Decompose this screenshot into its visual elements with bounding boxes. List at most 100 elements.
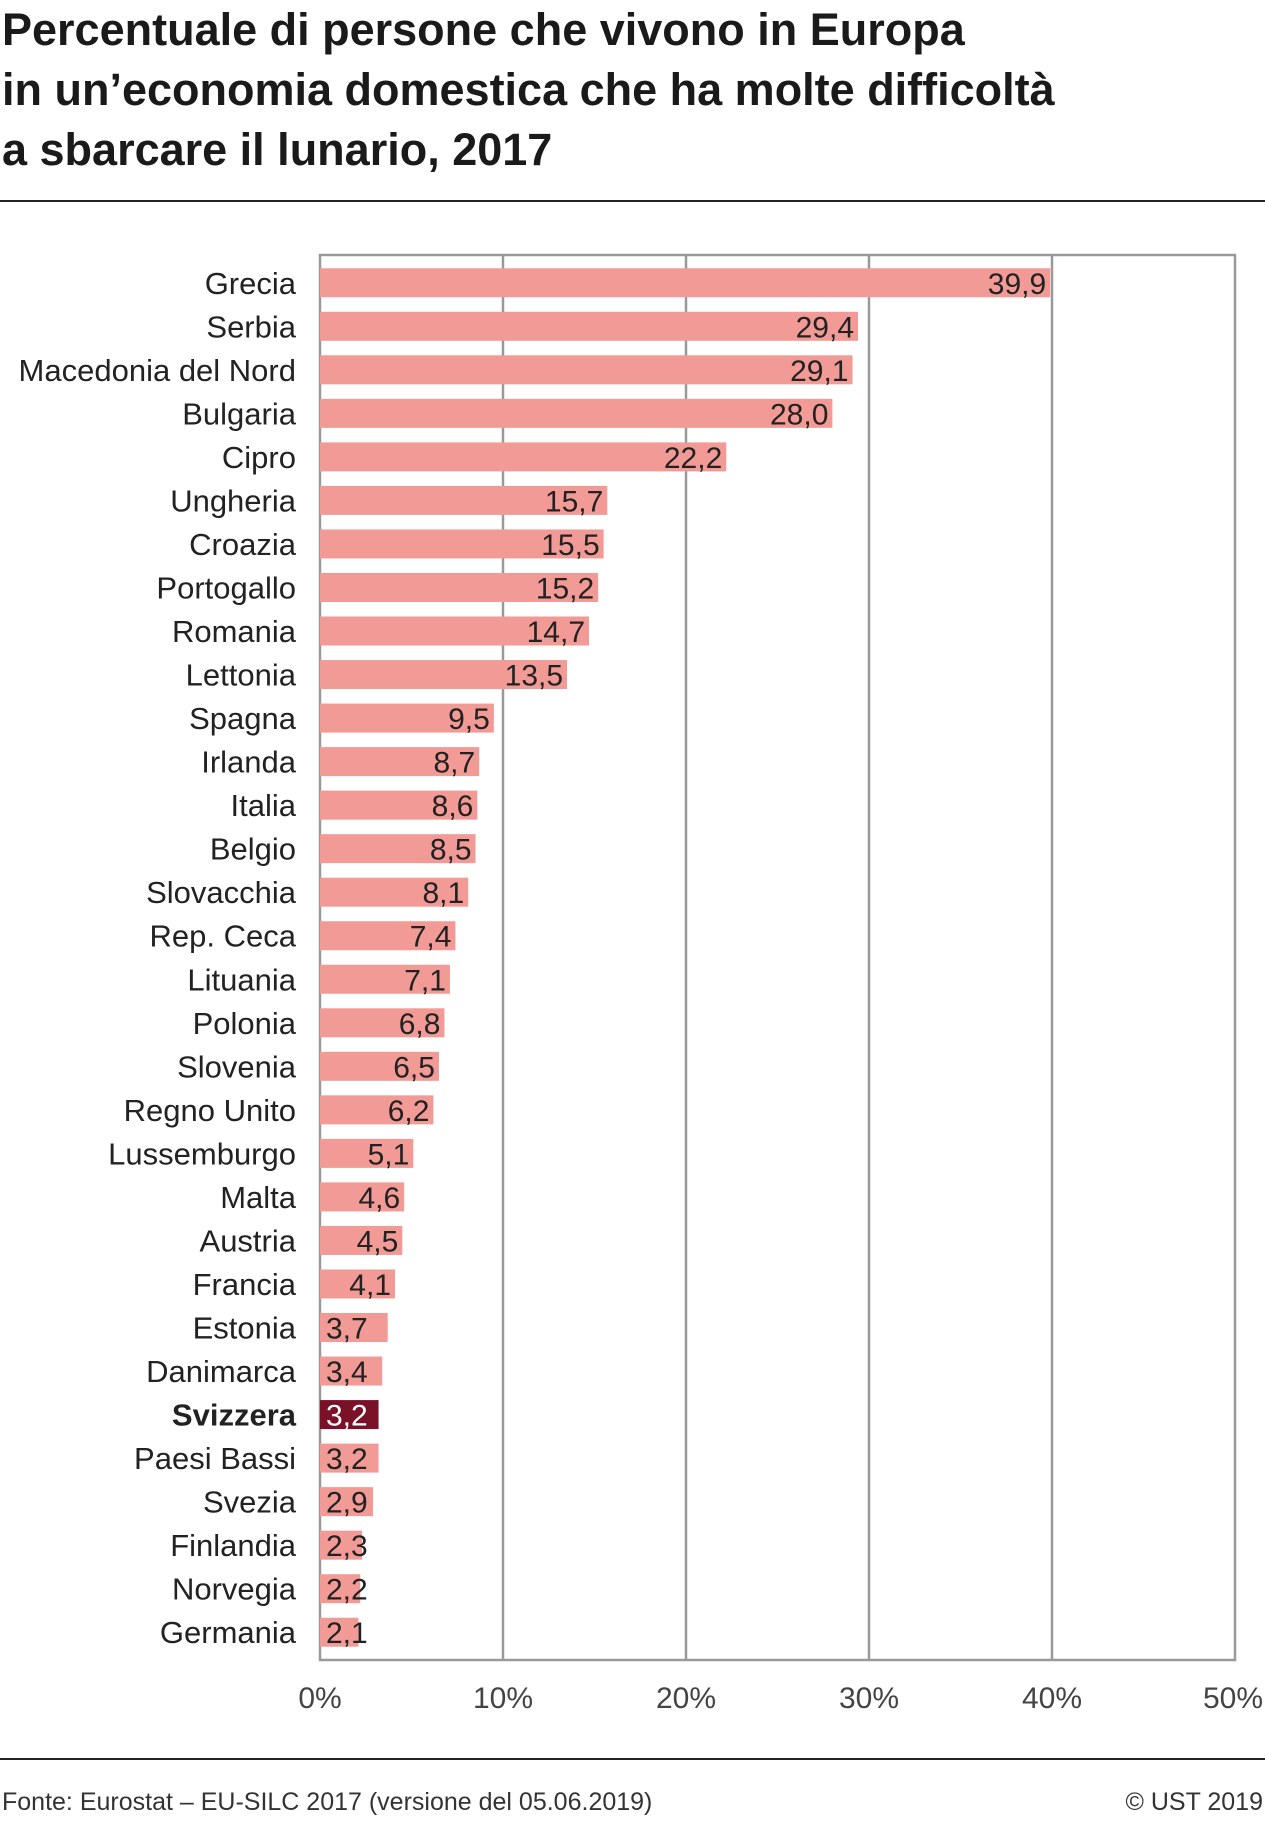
value-label: 6,8 [399,1008,441,1041]
bar [320,572,599,602]
bar [320,1574,361,1604]
value-label: 8,1 [423,877,465,910]
copyright-note: © UST 2019 [1125,1788,1263,1816]
value-label: 3,2 [326,1443,368,1476]
bar [320,398,833,428]
bar [320,790,478,820]
bar [320,1182,405,1212]
bar [320,1138,414,1168]
value-label: 8,5 [430,834,472,867]
value-label: 3,7 [326,1313,368,1346]
x-tick-label: 20% [656,1682,716,1715]
bar [320,834,476,864]
value-label: 22,2 [664,442,722,475]
plot-frame [318,253,1237,1662]
category-label: Slovenia [177,1049,297,1084]
value-label: 15,5 [541,529,599,562]
category-label: Rep. Ceca [150,919,297,954]
category-label: Finlandia [170,1528,297,1563]
bar [320,1095,434,1125]
category-label: Irlanda [201,745,297,780]
source-note: Fonte: Eurostat – EU-SILC 2017 (versione… [2,1788,653,1816]
value-label: 4,5 [357,1225,399,1258]
x-tick-label: 50% [1203,1682,1263,1715]
bottom-divider [0,1758,1265,1760]
value-label: 28,0 [770,398,828,431]
category-label: Polonia [193,1006,297,1041]
bar [320,616,590,646]
value-label: 29,4 [796,311,854,344]
category-label: Lussemburgo [108,1136,296,1171]
x-tick-label: 10% [473,1682,533,1715]
bar-chart: Grecia 39,9 Serbia 29,4 Macedonia del Nord 29… [19,253,1263,1715]
value-label: 3,2 [326,1400,368,1433]
value-label: 6,5 [393,1051,435,1084]
category-label: Svezia [203,1485,297,1520]
category-label: Ungheria [170,483,297,518]
x-tick-label: 40% [1022,1682,1082,1715]
category-label: Francia [193,1267,297,1302]
category-label: Germania [160,1615,297,1650]
bar [320,442,727,472]
category-label: Portogallo [156,570,296,605]
value-label: 7,1 [404,964,446,997]
title-line-3: a sbarcare il lunario, 2017 [2,124,553,175]
category-label: Macedonia del Nord [19,353,296,388]
bar [320,964,450,994]
title-line-2: in un’economia domestica che ha molte di… [2,64,1055,115]
category-label: Svizzera [172,1398,297,1433]
category-label: Estonia [193,1311,297,1346]
category-label: Danimarca [146,1354,297,1389]
category-label: Austria [200,1223,297,1258]
x-tick-label: 0% [298,1682,341,1715]
title-line-1: Percentuale di persone che vivono in Eur… [2,4,965,55]
bar [320,747,480,777]
value-label: 2,9 [326,1487,368,1520]
value-label: 29,1 [790,355,848,388]
category-label: Slovacchia [146,875,297,910]
value-label: 8,6 [432,790,474,823]
bar [320,529,604,559]
value-label: 13,5 [505,660,563,693]
category-label: Norvegia [172,1572,297,1607]
chart-title: Percentuale di persone che vivono in Eur… [2,0,1202,180]
category-label: Lettonia [186,658,297,693]
bar [320,1269,396,1299]
category-label: Paesi Bassi [134,1441,296,1476]
value-label: 2,2 [326,1574,368,1607]
bar [320,1313,388,1343]
value-label: 15,2 [536,572,594,605]
bar [320,485,608,515]
bar [320,703,494,733]
bar [320,1008,445,1038]
value-label: 3,4 [326,1356,368,1389]
category-label: Malta [220,1180,297,1215]
category-label: Lituania [187,962,296,997]
category-label: Cipro [222,440,296,475]
bar [320,311,859,341]
category-label: Romania [172,614,297,649]
category-label: Spagna [189,701,297,736]
bar [320,1530,363,1560]
category-label: Italia [231,788,297,823]
bar [320,268,1051,298]
value-label: 39,9 [988,268,1046,301]
category-label: Regno Unito [124,1093,296,1128]
category-label: Bulgaria [182,396,296,431]
top-divider [0,200,1265,202]
value-label: 2,1 [326,1617,368,1650]
bar [320,1356,383,1386]
bar [320,1225,403,1255]
bar [320,921,456,951]
bar [320,1400,379,1430]
value-label: 5,1 [368,1138,410,1171]
bar [320,1617,359,1647]
bar [320,877,469,907]
value-label: 7,4 [410,921,452,954]
bar [320,660,568,690]
x-tick-label: 30% [839,1682,899,1715]
value-label: 14,7 [527,616,585,649]
value-label: 15,7 [545,485,603,518]
bar [320,1443,379,1473]
